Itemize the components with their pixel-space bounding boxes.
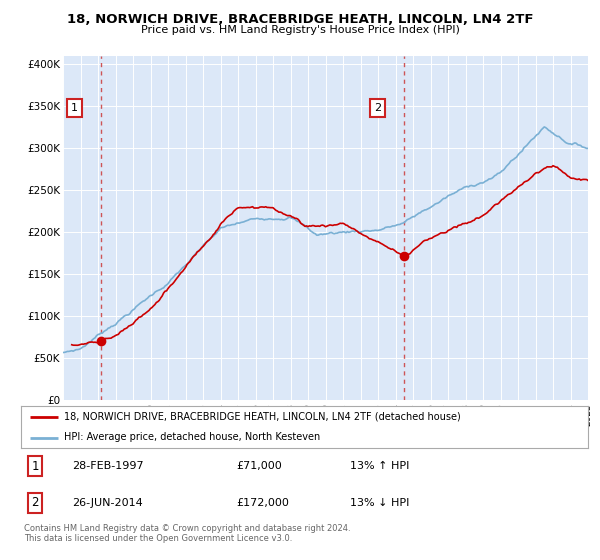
Text: 1: 1 — [31, 460, 39, 473]
Text: 1: 1 — [71, 103, 78, 113]
Text: 2: 2 — [374, 103, 381, 113]
Text: £172,000: £172,000 — [236, 498, 289, 507]
Text: 13% ↑ HPI: 13% ↑ HPI — [350, 461, 409, 471]
Text: 18, NORWICH DRIVE, BRACEBRIDGE HEATH, LINCOLN, LN4 2TF: 18, NORWICH DRIVE, BRACEBRIDGE HEATH, LI… — [67, 13, 533, 26]
Text: 18, NORWICH DRIVE, BRACEBRIDGE HEATH, LINCOLN, LN4 2TF (detached house): 18, NORWICH DRIVE, BRACEBRIDGE HEATH, LI… — [64, 412, 460, 422]
Text: 26-JUN-2014: 26-JUN-2014 — [72, 498, 143, 507]
Text: 2: 2 — [31, 496, 39, 509]
Text: Price paid vs. HM Land Registry's House Price Index (HPI): Price paid vs. HM Land Registry's House … — [140, 25, 460, 35]
Text: Contains HM Land Registry data © Crown copyright and database right 2024.
This d: Contains HM Land Registry data © Crown c… — [24, 524, 350, 543]
Text: 13% ↓ HPI: 13% ↓ HPI — [350, 498, 409, 507]
Text: 28-FEB-1997: 28-FEB-1997 — [72, 461, 143, 471]
Text: HPI: Average price, detached house, North Kesteven: HPI: Average price, detached house, Nort… — [64, 432, 320, 442]
Text: £71,000: £71,000 — [236, 461, 282, 471]
